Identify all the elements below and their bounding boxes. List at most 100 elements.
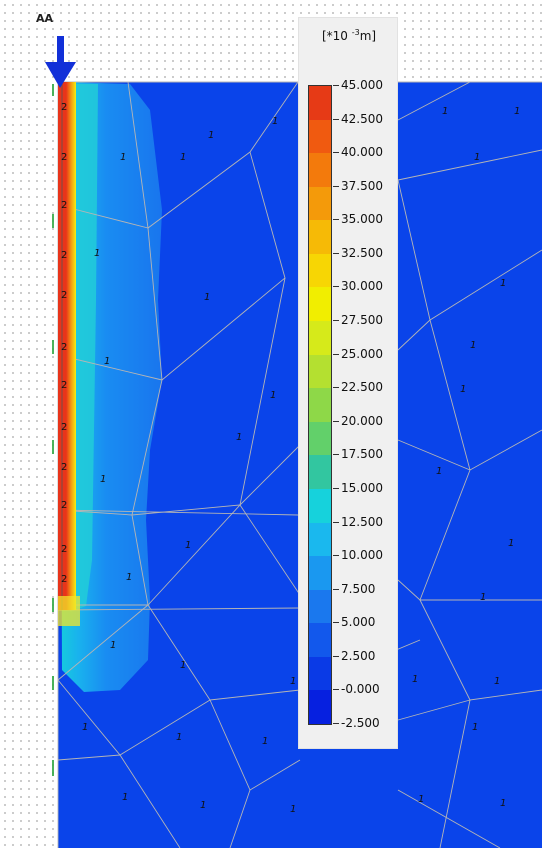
- pile-marker: 2: [61, 544, 67, 555]
- legend-tick: [333, 622, 339, 624]
- legend-tick: [333, 723, 339, 724]
- region-marker: 1: [474, 152, 480, 163]
- region-marker: 1: [82, 722, 88, 733]
- legend-color-segment: [309, 153, 331, 188]
- legend-tick: [333, 487, 339, 489]
- legend-tick: [333, 655, 339, 657]
- region-markers: 1 1 1 1 1 1 1 1 1 1 1 1 1 1 1 1 1 1 1 1 …: [82, 106, 520, 815]
- pile-marker: 2: [61, 574, 67, 585]
- legend-tick: [333, 555, 339, 557]
- legend-tick: [333, 689, 339, 691]
- legend-value-label: -0.000: [341, 682, 380, 697]
- region-marker: 1: [500, 798, 506, 809]
- legend-value-label: 30.000: [341, 279, 383, 294]
- region-marker: 1: [200, 800, 206, 811]
- pile-marker: 2: [61, 380, 67, 391]
- region-marker: 1: [180, 152, 186, 163]
- pile-element: [58, 82, 76, 610]
- legend-color-segment: [309, 690, 331, 725]
- legend-value-label: 2.500: [341, 648, 376, 663]
- legend-value-label: 40.000: [341, 145, 383, 160]
- pile-marker: 2: [61, 102, 67, 113]
- region-marker: 1: [262, 736, 268, 747]
- region-marker: 1: [472, 722, 478, 733]
- legend-value-label: 25.000: [341, 346, 383, 361]
- region-marker: 1: [180, 660, 186, 671]
- pile-markers: 2 2 2 2 2 2 2 2 2 2 2 2: [61, 102, 67, 585]
- region-marker: 1: [500, 278, 506, 289]
- legend-value-label: 45.000: [341, 78, 383, 92]
- legend-tick: [333, 85, 339, 86]
- region-marker: 1: [480, 592, 486, 603]
- region-marker: 1: [208, 130, 214, 141]
- legend-tick: [333, 320, 339, 322]
- legend-color-segment: [309, 253, 331, 288]
- region-marker: 1: [122, 792, 128, 803]
- pile-marker: 2: [61, 500, 67, 511]
- legend-tick: [333, 152, 339, 154]
- legend-value-label: 32.500: [341, 245, 383, 260]
- legend-tick: [333, 454, 339, 456]
- legend-color-segment: [309, 488, 331, 524]
- legend-value-label: 12.500: [341, 514, 383, 529]
- region-marker: 1: [176, 732, 182, 743]
- legend-value-label: 5.000: [341, 615, 376, 630]
- legend-color-segment: [309, 86, 331, 121]
- region-marker: 1: [204, 292, 210, 303]
- region-marker: 1: [110, 640, 116, 651]
- color-legend: [*10 -3m] 45.000 42.500 40.000 37.500 35.000…: [298, 17, 398, 749]
- legend-tick: [333, 252, 339, 254]
- region-marker: 1: [100, 474, 106, 485]
- pile-marker: 2: [61, 200, 67, 211]
- legend-color-segment: [309, 321, 331, 356]
- legend-value-label: 10.000: [341, 548, 383, 563]
- legend-value-label: 22.500: [341, 380, 383, 395]
- legend-color-segment: [309, 589, 331, 624]
- legend-tick: [333, 286, 339, 288]
- pile-tip-zone: [58, 596, 80, 626]
- pile-marker: 2: [61, 422, 67, 433]
- legend-tick: [333, 387, 339, 389]
- legend-color-bar: [308, 85, 332, 725]
- legend-color-segment: [309, 354, 331, 389]
- legend-color-segment: [309, 556, 331, 591]
- region-marker: 1: [270, 390, 276, 401]
- legend-color-segment: [309, 623, 331, 658]
- pile-marker: 2: [61, 342, 67, 353]
- legend-tick: [333, 420, 339, 422]
- legend-value-label: 35.000: [341, 212, 383, 227]
- legend-color-segment: [309, 388, 331, 423]
- legend-tick: [333, 185, 339, 187]
- legend-tick: [333, 219, 339, 221]
- legend-tick: [333, 521, 339, 523]
- legend-color-segment: [309, 656, 331, 691]
- influence-zone-inner: [70, 84, 98, 612]
- legend-value-label: 17.500: [341, 447, 383, 462]
- down-arrow-icon: [45, 36, 76, 88]
- legend-color-segment: [309, 186, 331, 221]
- legend-tick: [333, 118, 339, 120]
- legend-color-segment: [309, 455, 331, 490]
- region-marker: 1: [272, 116, 278, 127]
- region-marker: 1: [508, 538, 514, 549]
- region-marker: 1: [290, 804, 296, 815]
- section-label: AA: [36, 12, 54, 25]
- region-marker: 1: [94, 248, 100, 259]
- region-marker: 1: [412, 674, 418, 685]
- legend-tick: [333, 353, 339, 355]
- legend-value-label: 42.500: [341, 111, 383, 126]
- legend-color-segment: [309, 421, 331, 456]
- legend-color-segment: [309, 220, 331, 255]
- pile-marker: 2: [61, 152, 67, 163]
- legend-value-label: 27.500: [341, 313, 383, 328]
- legend-value-label: -2.500: [341, 716, 380, 730]
- region-marker: 1: [436, 466, 442, 477]
- region-marker: 1: [460, 384, 466, 395]
- legend-color-segment: [309, 119, 331, 154]
- region-marker: 1: [104, 356, 110, 367]
- region-marker: 1: [514, 106, 520, 117]
- region-marker: 1: [126, 572, 132, 583]
- legend-unit-label: [*10 -3m]: [321, 28, 377, 43]
